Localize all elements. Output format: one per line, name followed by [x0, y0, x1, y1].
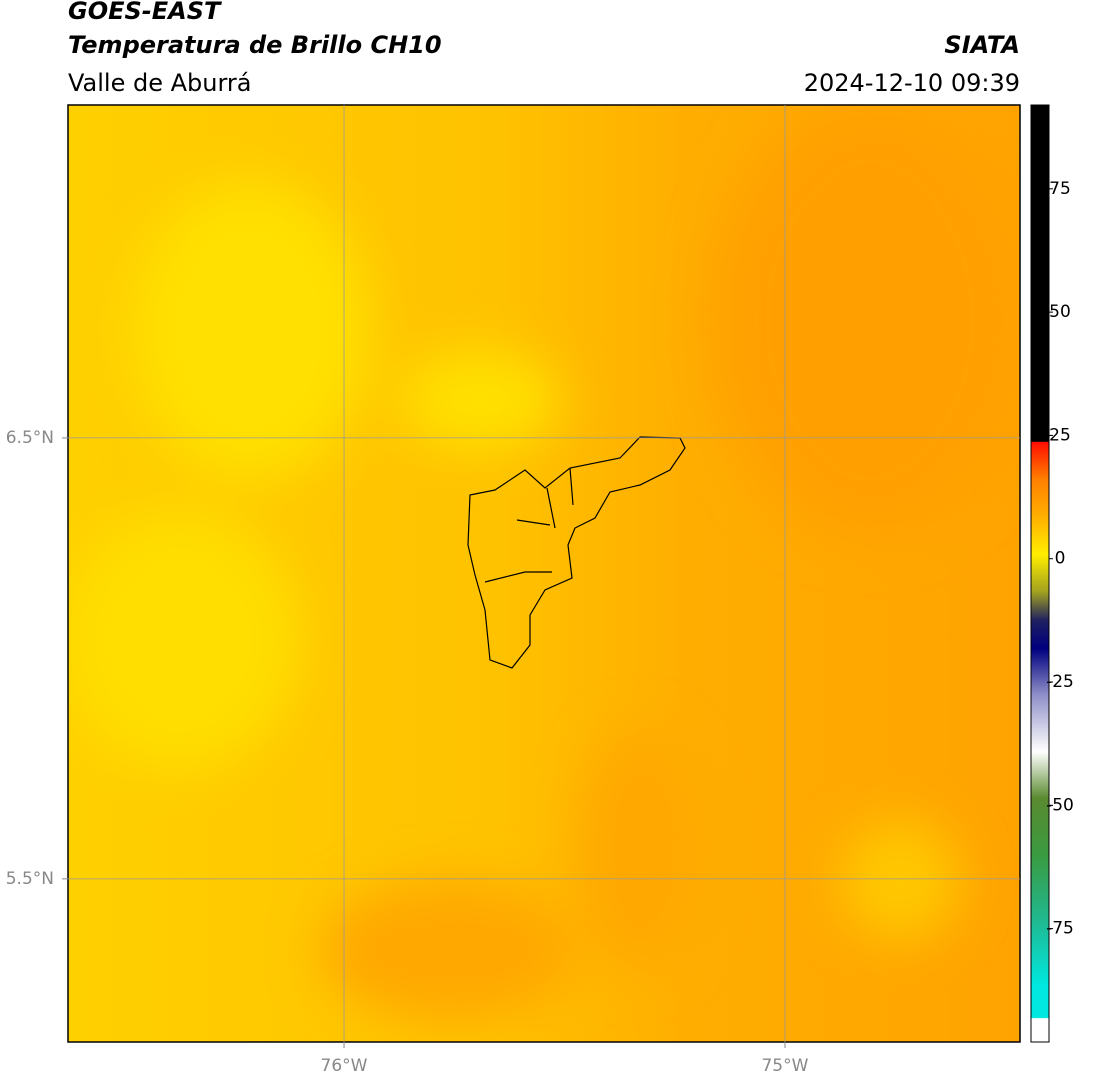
colorbar-label: 75 — [1049, 179, 1071, 199]
colorbar-label: 0 — [1055, 549, 1066, 569]
datetime: 2024-12-10 09:39 — [804, 69, 1020, 97]
lon-label: 76°W — [321, 1056, 368, 1076]
lon-label: 75°W — [761, 1056, 808, 1076]
colorbar — [1030, 104, 1050, 1043]
municipal-boundaries — [467, 436, 686, 669]
product-title: Temperatura de Brillo CH10 — [68, 31, 442, 59]
colorbar-label: -75 — [1046, 919, 1074, 939]
satellite-title: GOES-EAST — [68, 0, 222, 25]
map-frame — [67, 104, 1021, 1043]
colorbar-label: -25 — [1046, 672, 1074, 692]
agency: SIATA — [944, 31, 1020, 59]
brightness-field — [68, 105, 1020, 1042]
colorbar-label: 50 — [1049, 302, 1071, 322]
colorbar-label: 25 — [1049, 425, 1071, 445]
colorbar-label: -50 — [1046, 795, 1074, 815]
lat-label: 5.5°N — [6, 869, 54, 889]
lat-label: 6.5°N — [6, 428, 54, 448]
region-title: Valle de Aburrá — [68, 69, 252, 97]
